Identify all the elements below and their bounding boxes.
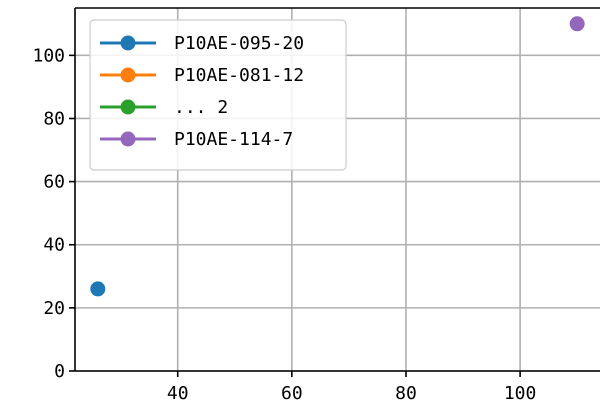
legend-label-0: P10AE-095-20 [174,33,304,54]
y-tick-label: 100 [32,45,65,66]
legend: P10AE-095-20 P10AE-081-12 ... 2 P10AE-114-7 [89,19,347,171]
x-tick-label: 80 [395,383,417,404]
legend-label-1: P10AE-081-12 [174,65,304,86]
tick-labels: 40 60 80 100 0 20 40 60 80 100 [32,45,536,404]
x-tick-label: 100 [504,383,537,404]
y-tick-label: 20 [43,298,65,319]
legend-marker-1 [120,67,136,83]
x-tick-label: 60 [281,383,303,404]
legend-label-2: ... 2 [174,97,228,118]
x-tick-label: 40 [167,383,189,404]
data-marks [90,16,585,297]
legend-marker-2 [120,99,136,115]
legend-marker-0 [120,35,136,51]
y-tick-label: 60 [43,172,65,193]
legend-label-3: P10AE-114-7 [174,129,293,150]
y-tick-label: 80 [43,108,65,129]
legend-box [89,19,347,171]
legend-marker-3 [120,131,136,147]
data-point-series-0 [90,281,106,297]
y-tick-label: 0 [54,361,65,382]
y-tick-label: 40 [43,235,65,256]
axes [69,7,600,377]
data-point-series-3 [569,16,585,32]
